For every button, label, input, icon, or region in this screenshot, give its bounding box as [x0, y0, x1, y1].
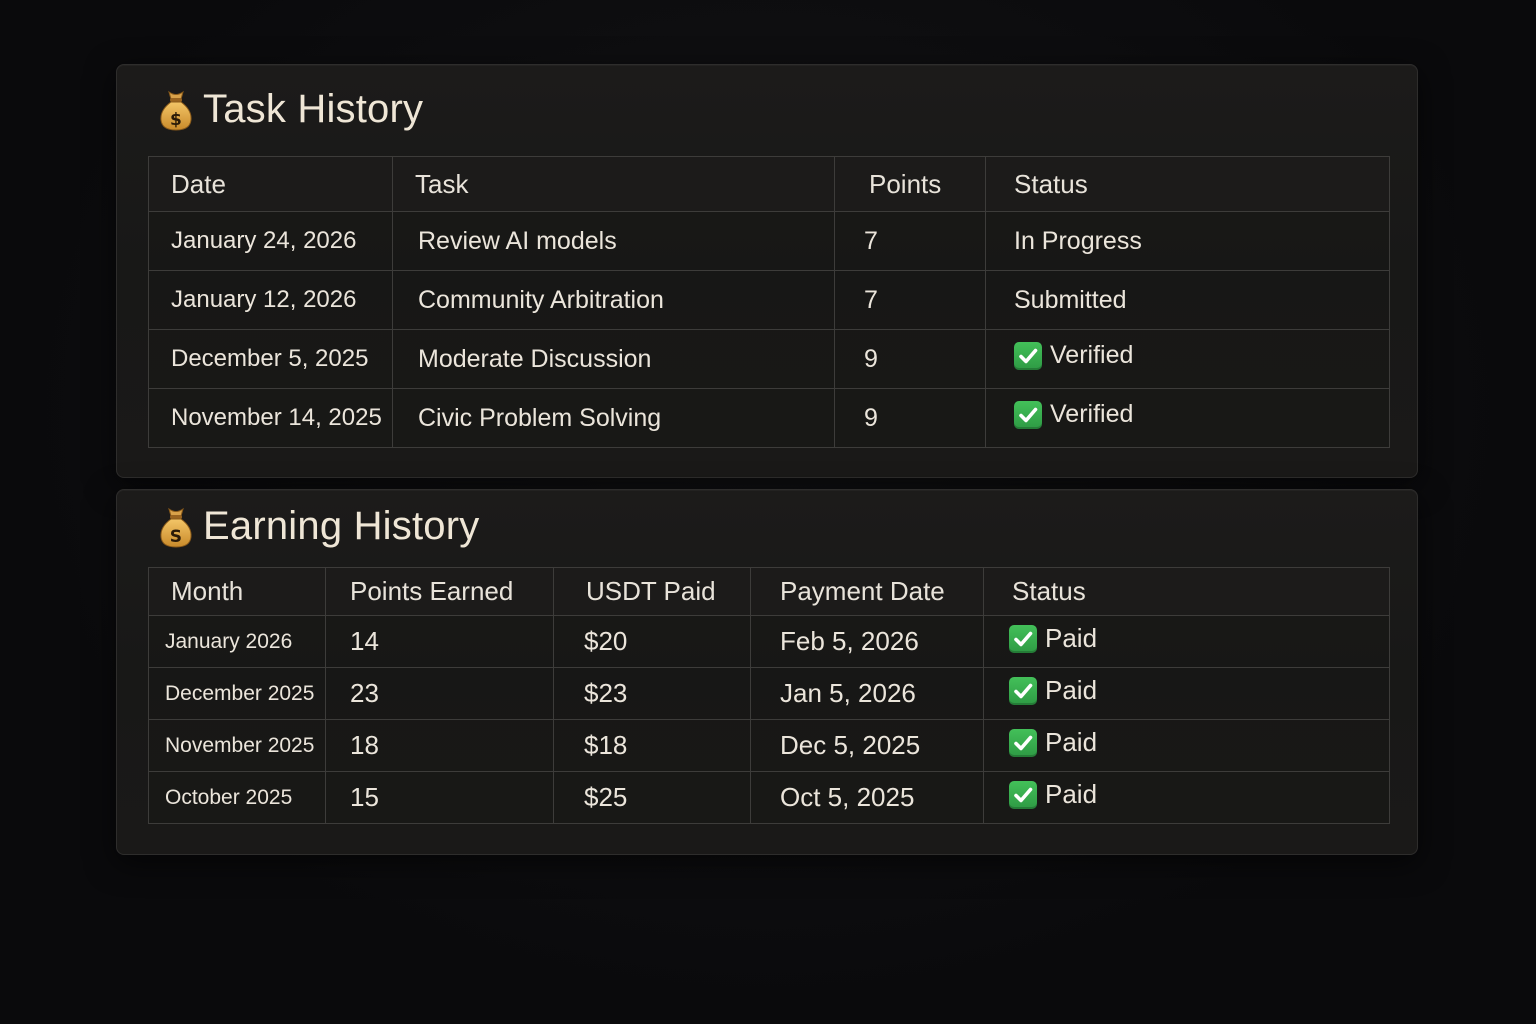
- status-cell: Paid: [983, 719, 1390, 772]
- table-row: November 14, 2025 Civic Problem Solving 9 V…: [148, 388, 1390, 448]
- table-header-row: Month Points Earned USDT Paid Payment Da…: [148, 567, 1390, 616]
- usdt-paid-cell: $25: [553, 771, 751, 824]
- task-cell: Community Arbitration: [392, 270, 835, 330]
- status-cell: Verified: [985, 329, 1390, 389]
- svg-text:$: $: [170, 110, 182, 130]
- points-earned-cell: 23: [325, 667, 554, 720]
- column-header-usdt-paid: USDT Paid: [553, 567, 751, 616]
- status-cell: Submitted: [985, 270, 1390, 330]
- column-header-points: Points: [834, 156, 986, 212]
- points-earned-cell: 14: [325, 615, 554, 668]
- money-bag-icon: S: [157, 505, 195, 549]
- points-earned-cell: 18: [325, 719, 554, 772]
- usdt-paid-cell: $20: [553, 615, 751, 668]
- date-cell: December 5, 2025: [148, 329, 393, 389]
- column-header-status: Status: [985, 156, 1390, 212]
- column-header-points-earned: Points Earned: [325, 567, 554, 616]
- task-cell: Moderate Discussion: [392, 329, 835, 389]
- earning-history-panel: S Earning History Month Points Earned US…: [116, 489, 1418, 855]
- status-text: Paid: [1045, 727, 1098, 758]
- status-text: Paid: [1045, 675, 1098, 706]
- table-row: December 2025 23 $23 Jan 5, 2026 Paid: [148, 667, 1390, 720]
- earning-history-heading: S Earning History: [157, 504, 479, 549]
- table-row: January 24, 2026 Review AI models 7 In Prog…: [148, 211, 1390, 271]
- column-header-date: Date: [148, 156, 393, 212]
- column-header-payment-date: Payment Date: [750, 567, 984, 616]
- status-text: Paid: [1045, 623, 1098, 654]
- table-row: January 2026 14 $20 Feb 5, 2026 Paid: [148, 615, 1390, 668]
- check-icon: [1009, 780, 1037, 809]
- table-row: October 2025 15 $25 Oct 5, 2025 Paid: [148, 771, 1390, 824]
- table-row: December 5, 2025 Moderate Discussion 9 Veri…: [148, 329, 1390, 389]
- usdt-paid-cell: $23: [553, 667, 751, 720]
- status-text: Paid: [1045, 779, 1098, 810]
- column-header-month: Month: [148, 567, 326, 616]
- points-earned-cell: 15: [325, 771, 554, 824]
- column-header-status: Status: [983, 567, 1390, 616]
- status-cell: Verified: [985, 388, 1390, 448]
- date-cell: January 12, 2026: [148, 270, 393, 330]
- payment-date-cell: Oct 5, 2025: [750, 771, 984, 824]
- month-cell: November 2025: [148, 719, 326, 772]
- check-icon: [1009, 624, 1037, 653]
- month-cell: October 2025: [148, 771, 326, 824]
- month-cell: January 2026: [148, 615, 326, 668]
- table-row: November 2025 18 $18 Dec 5, 2025 Paid: [148, 719, 1390, 772]
- check-icon: [1014, 341, 1042, 370]
- svg-text:S: S: [170, 527, 182, 547]
- check-icon: [1009, 728, 1037, 757]
- status-text: Verified: [1050, 341, 1134, 370]
- date-cell: January 24, 2026: [148, 211, 393, 271]
- payment-date-cell: Feb 5, 2026: [750, 615, 984, 668]
- points-cell: 7: [834, 270, 986, 330]
- table-header-row: Date Task Points Status: [148, 156, 1390, 212]
- payment-date-cell: Dec 5, 2025: [750, 719, 984, 772]
- table-row: January 12, 2026 Community Arbitration 7 Su…: [148, 270, 1390, 330]
- usdt-paid-cell: $18: [553, 719, 751, 772]
- task-history-table: Date Task Points Status January 24, 2026…: [148, 156, 1390, 448]
- points-cell: 9: [834, 388, 986, 448]
- column-header-task: Task: [392, 156, 835, 212]
- month-cell: December 2025: [148, 667, 326, 720]
- status-cell: Paid: [983, 615, 1390, 668]
- status-text: Verified: [1050, 400, 1134, 429]
- status-cell: In Progress: [985, 211, 1390, 271]
- status-cell: Paid: [983, 771, 1390, 824]
- task-history-heading: $ Task History: [157, 87, 423, 132]
- money-bag-icon: $: [157, 88, 195, 132]
- earning-history-table: Month Points Earned USDT Paid Payment Da…: [148, 567, 1390, 824]
- task-cell: Civic Problem Solving: [392, 388, 835, 448]
- task-history-panel: $ Task History Date Task Points Status: [116, 64, 1418, 478]
- status-cell: Paid: [983, 667, 1390, 720]
- earning-history-title: Earning History: [203, 504, 480, 548]
- task-history-title: Task History: [203, 87, 424, 131]
- points-cell: 9: [834, 329, 986, 389]
- task-cell: Review AI models: [392, 211, 835, 271]
- check-icon: [1009, 676, 1037, 705]
- points-cell: 7: [834, 211, 986, 271]
- check-icon: [1014, 400, 1042, 429]
- payment-date-cell: Jan 5, 2026: [750, 667, 984, 720]
- date-cell: November 14, 2025: [148, 388, 393, 448]
